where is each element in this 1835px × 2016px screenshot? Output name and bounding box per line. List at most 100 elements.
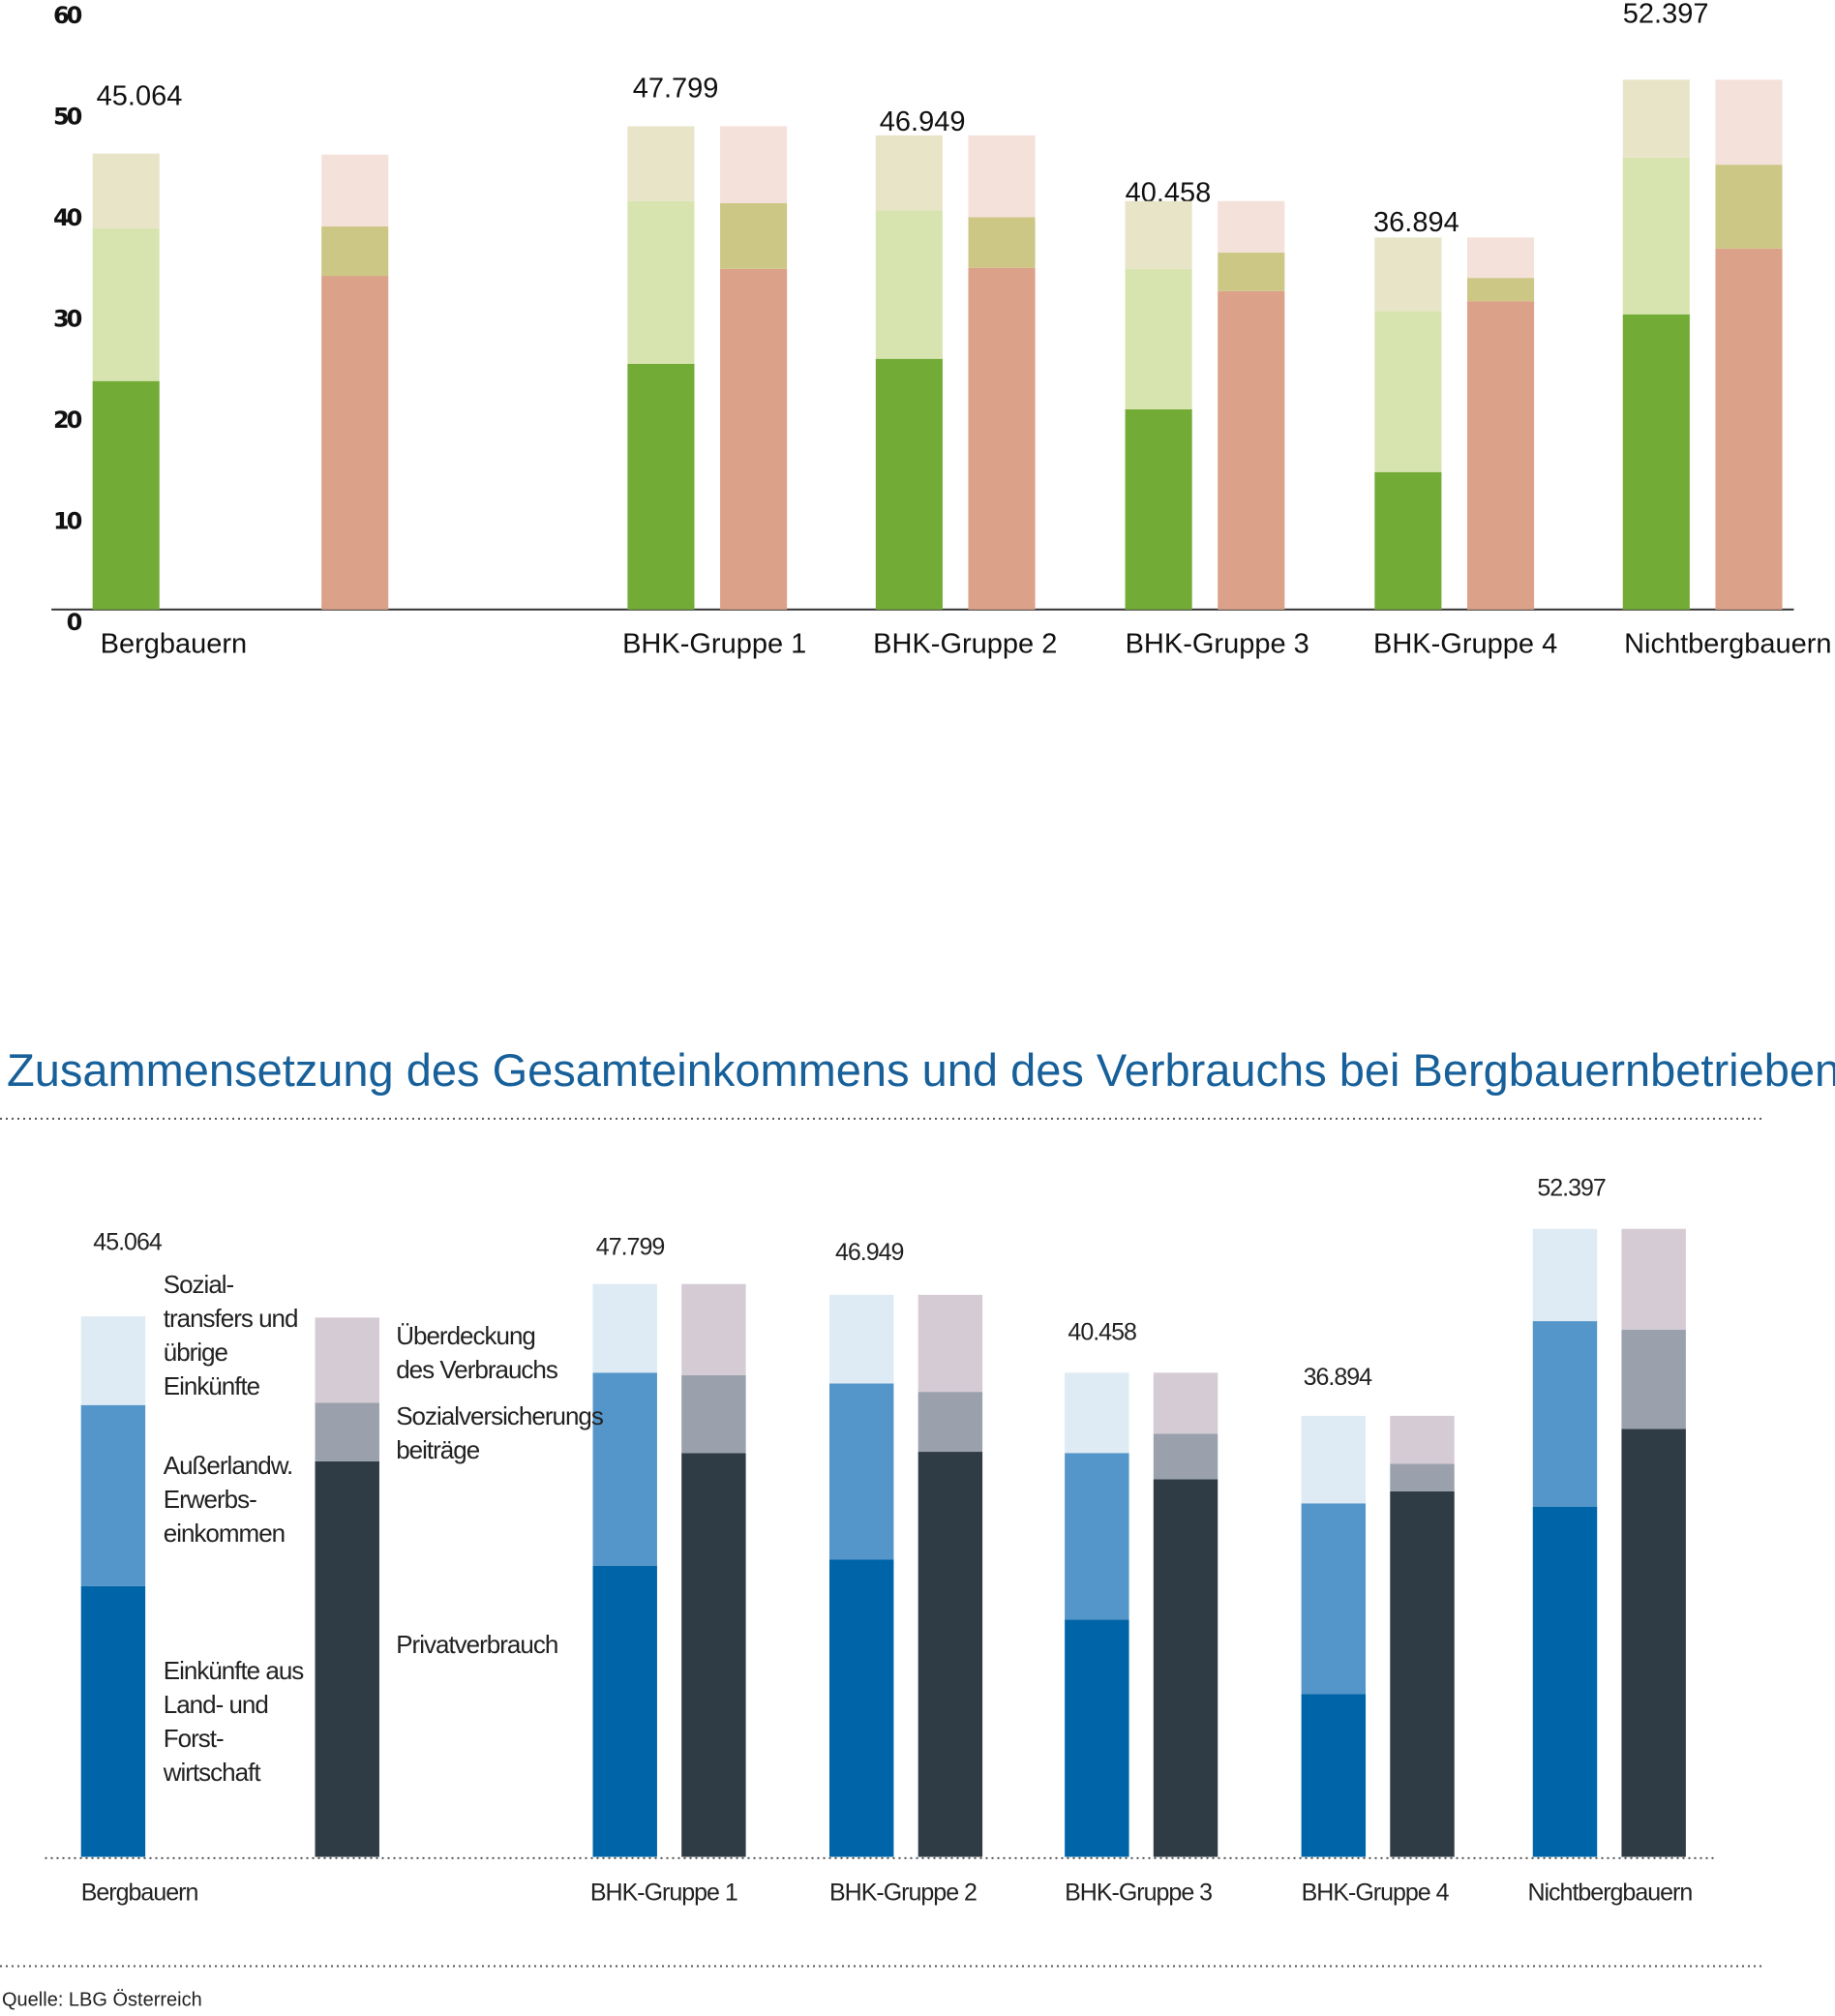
y-tick-label: 50: [53, 103, 82, 130]
chart-title: Zusammensetzung des Gesamteinkommens und…: [7, 1044, 1835, 1096]
bar-segment: [92, 227, 160, 381]
y-tick-label: 60: [53, 2, 82, 29]
bar-segment: [1532, 1321, 1598, 1507]
bar-segment: [592, 1565, 657, 1857]
y-tick-label: 30: [53, 305, 82, 332]
bar-segment: [1532, 1507, 1598, 1857]
bar-segment: [681, 1283, 746, 1375]
x-tick-label: BHK-Gruppe 2: [873, 629, 1057, 660]
x-tick-label: BHK-Gruppe 3: [1065, 1880, 1212, 1907]
series-label: Einkünfte aus Land- und Forst- wirtschaf…: [163, 1655, 305, 1787]
bar-segment: [321, 154, 389, 226]
x-tick-label: BHK-Gruppe 4: [1373, 629, 1557, 660]
x-tick-label: Bergbauern: [81, 1880, 198, 1907]
bar-segment: [592, 1283, 657, 1373]
x-tick-label: BHK-Gruppe 4: [1302, 1880, 1450, 1907]
bar-segment: [1065, 1619, 1129, 1857]
bar-segment: [968, 267, 1036, 610]
y-tick-label: 40: [53, 204, 82, 231]
bar-segment: [1622, 79, 1690, 158]
bar-segment: [1153, 1372, 1218, 1434]
bar-segment: [1218, 253, 1285, 291]
total-label: 47.799: [596, 1234, 665, 1261]
bar-segment: [1301, 1694, 1367, 1857]
bar-segment: [80, 1316, 146, 1405]
bar-segment: [627, 126, 695, 201]
bar-segment: [1125, 268, 1192, 409]
bar-segment: [681, 1453, 746, 1857]
bar-segment: [1374, 471, 1442, 610]
bar-segment: [681, 1374, 746, 1454]
bar-segment: [627, 363, 695, 610]
series-label: Sozialversicherungs beiträge: [396, 1400, 604, 1464]
total-label: 40.458: [1068, 1318, 1136, 1345]
bar-segment: [1621, 1429, 1686, 1857]
bar-segment: [968, 217, 1036, 268]
bar-segment: [875, 210, 943, 359]
x-tick-label: BHK-Gruppe 1: [622, 629, 806, 660]
bar-segment: [1065, 1453, 1129, 1620]
series-label: Außerlandw. Erwerbs- einkommen: [163, 1451, 294, 1549]
bar-segment: [720, 268, 788, 610]
bar-segment: [92, 153, 160, 228]
bar-segment: [875, 358, 943, 610]
total-label: 47.799: [633, 74, 719, 105]
bar-segment: [1218, 290, 1285, 610]
bar-segment: [1125, 408, 1192, 610]
bar-segment: [315, 1402, 379, 1461]
x-tick-label: Bergbauern: [101, 629, 248, 660]
total-label: 52.397: [1537, 1175, 1606, 1202]
bar-segment: [1153, 1479, 1218, 1857]
y-tick-label: 20: [53, 406, 82, 434]
bar-segment: [1532, 1228, 1598, 1322]
x-tick-label: Nichtbergbauern: [1527, 1880, 1692, 1907]
total-label: 45.064: [97, 81, 183, 112]
series-label: Sozial- transfers und übrige Einkünfte: [163, 1270, 299, 1401]
bar-segment: [1715, 79, 1783, 165]
total-label: 36.894: [1373, 207, 1459, 238]
bar-segment: [92, 380, 160, 610]
total-label: 46.949: [835, 1239, 904, 1266]
bar-segment: [1621, 1228, 1686, 1330]
bar-segment: [875, 135, 943, 211]
x-tick-label: BHK-Gruppe 2: [829, 1880, 977, 1907]
bar-segment: [1390, 1463, 1455, 1491]
bar-segment: [1715, 248, 1783, 610]
bar-segment: [1301, 1415, 1367, 1504]
bar-segment: [1301, 1503, 1367, 1695]
y-tick-label: 0: [67, 609, 82, 636]
total-label: 36.894: [1304, 1364, 1373, 1391]
x-tick-label: BHK-Gruppe 1: [590, 1880, 737, 1907]
source: Quelle: LBG Österreich: [2, 1990, 202, 2011]
bar-segment: [627, 200, 695, 364]
bar-segment: [1622, 314, 1690, 610]
y-tick-label: 10: [53, 507, 82, 534]
bar-segment: [1622, 157, 1690, 315]
bar-segment: [828, 1559, 894, 1857]
bar-segment: [918, 1392, 983, 1453]
bar-segment: [80, 1404, 146, 1586]
bar-segment: [315, 1460, 379, 1857]
bar-segment: [321, 276, 389, 610]
bar-segment: [1621, 1329, 1686, 1429]
bar-segment: [828, 1383, 894, 1560]
x-tick-label: BHK-Gruppe 3: [1126, 629, 1309, 660]
total-label: 45.064: [93, 1228, 163, 1255]
bar-segment: [1467, 301, 1535, 610]
bar-segment: [720, 202, 788, 269]
bar-segment: [1374, 237, 1442, 312]
bar-segment: [1715, 165, 1783, 249]
bar-segment: [918, 1452, 983, 1857]
bar-segment: [968, 135, 1036, 218]
bar-segment: [80, 1585, 146, 1857]
series-label: Privatverbrauch: [396, 1630, 558, 1660]
bar-segment: [1374, 311, 1442, 472]
bar-segment: [1218, 200, 1285, 254]
bar-segment: [1467, 278, 1535, 302]
bar-segment: [321, 226, 389, 277]
bar-segment: [1390, 1415, 1455, 1464]
bar-segment: [1065, 1372, 1129, 1454]
bar-segment: [315, 1317, 379, 1403]
